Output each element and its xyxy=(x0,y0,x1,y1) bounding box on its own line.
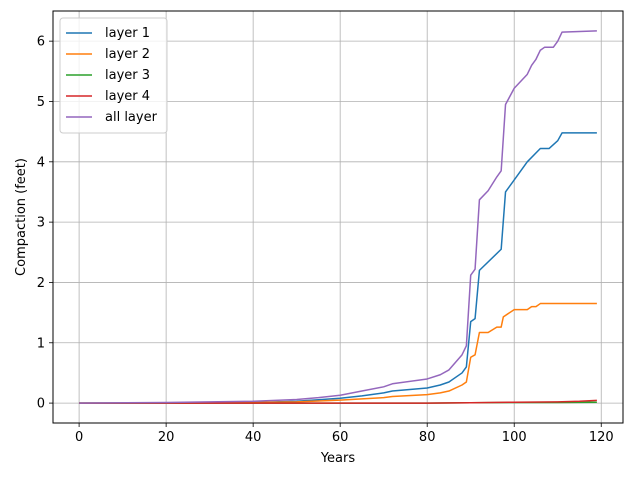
legend-label: layer 4 xyxy=(105,89,150,104)
legend-label: layer 3 xyxy=(105,68,150,83)
x-axis-label: Years xyxy=(320,451,356,466)
legend-label: all layer xyxy=(105,110,158,125)
y-tick-label: 4 xyxy=(37,155,45,170)
y-tick-label: 6 xyxy=(37,35,45,50)
series-lines xyxy=(79,30,597,404)
legend: layer 1 layer 2 layer 3 layer 4 all layer xyxy=(59,17,168,134)
legend-label: layer 1 xyxy=(105,26,150,41)
x-tick-label: 20 xyxy=(158,430,175,445)
y-tick-label: 2 xyxy=(37,276,45,291)
plot-area-frame xyxy=(52,10,624,424)
axis-ticks: 0 20 40 60 80 100 120 0 1 2 3 4 5 6 xyxy=(37,35,614,445)
x-tick-label: 40 xyxy=(245,430,262,445)
series-line-layer-1 xyxy=(79,132,597,404)
y-tick-label: 0 xyxy=(37,397,45,412)
x-tick-label: 120 xyxy=(589,430,614,445)
x-tick-label: 60 xyxy=(332,430,349,445)
x-tick-label: 100 xyxy=(502,430,527,445)
x-tick-label: 0 xyxy=(75,430,83,445)
series-line-layer-4 xyxy=(79,399,597,404)
y-tick-label: 3 xyxy=(37,216,45,231)
x-tick-label: 80 xyxy=(419,430,436,445)
series-line-all-layer xyxy=(79,30,597,404)
y-tick-label: 1 xyxy=(37,336,45,351)
legend-box xyxy=(59,17,168,134)
legend-label: layer 2 xyxy=(105,47,150,62)
y-axis-label: Compaction (feet) xyxy=(14,158,29,276)
y-tick-label: 5 xyxy=(37,95,45,110)
series-line-layer-2 xyxy=(79,302,597,404)
